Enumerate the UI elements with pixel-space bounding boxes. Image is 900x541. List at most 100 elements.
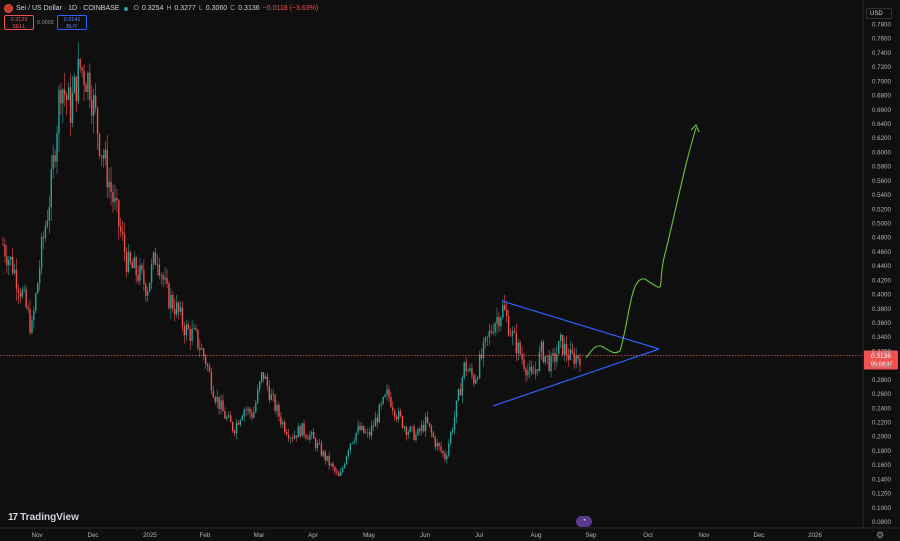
candle-body (100, 155, 103, 156)
candle-body (141, 265, 143, 271)
buy-button[interactable]: 0.3141 BUY (57, 15, 87, 30)
sell-button[interactable]: 0.3139 SELL (4, 15, 34, 30)
candle-body (29, 309, 31, 333)
candle-body (390, 396, 392, 408)
candle-body (523, 359, 525, 369)
candle-body (145, 284, 147, 296)
candle-body (407, 432, 409, 435)
candle-body (10, 256, 12, 260)
candle-body (295, 435, 298, 438)
candle-body (185, 324, 188, 336)
candle-body (282, 422, 284, 425)
candle-body (299, 426, 301, 437)
candle-body (233, 430, 236, 434)
y-tick-label: 0.2200 (872, 420, 891, 427)
candle-body (268, 386, 271, 401)
candle-body (108, 181, 110, 188)
x-tick-label: 2026 (808, 532, 822, 539)
y-tick-label: 0.4400 (872, 263, 891, 270)
candle-body (270, 394, 272, 401)
candle-body (517, 342, 519, 354)
candle-body (278, 405, 280, 417)
candle-body (280, 416, 282, 425)
candle-body (496, 316, 498, 324)
low-value: 0.3060 (205, 5, 228, 12)
candle-body (415, 434, 417, 440)
candle-body (571, 349, 573, 353)
candle-body (220, 400, 222, 409)
candle-body (573, 352, 575, 365)
currency-selector[interactable]: USD (866, 8, 892, 19)
candle-body (351, 442, 353, 444)
candle-body (114, 198, 116, 202)
candle-body (112, 191, 114, 202)
candle-body (534, 369, 537, 374)
candle-body (201, 348, 203, 350)
tradingview-wordmark: TradingView (20, 512, 79, 523)
candle-body (318, 443, 321, 444)
candle-body (8, 259, 10, 266)
candle-body (527, 370, 529, 376)
candle-body (75, 76, 78, 102)
candle-body (399, 411, 402, 416)
candle-body (397, 411, 400, 420)
y-tick-label: 0.6800 (872, 93, 891, 100)
candle-body (367, 431, 369, 433)
candle-body (531, 366, 533, 374)
tradingview-logo[interactable]: 17 TradingView (8, 512, 79, 523)
candle-body (322, 451, 325, 456)
candle-body (376, 417, 379, 423)
candle-body (67, 87, 70, 100)
candle-body (291, 438, 294, 439)
candle-body (540, 341, 543, 352)
candle-body (179, 307, 182, 312)
candle-body (50, 169, 52, 208)
candle-body (473, 375, 475, 384)
x-tick-label: Nov (31, 532, 43, 539)
y-tick-label: 0.0800 (872, 519, 891, 526)
y-tick-label: 0.7200 (872, 64, 891, 71)
candle-body (440, 446, 442, 452)
candle-body (206, 364, 209, 367)
candle-body (189, 329, 191, 341)
gear-icon[interactable]: ⚙ (876, 530, 885, 540)
candle-body (365, 432, 367, 434)
price-tag-countdown: 06:04:37 (871, 361, 892, 367)
candle-body (324, 451, 326, 461)
y-tick-label: 0.1800 (872, 448, 891, 455)
candle-body (147, 291, 149, 296)
price-tag-price: 0.3136 (871, 353, 891, 360)
candle-body (253, 411, 255, 418)
close-value: 0.3136 (238, 5, 260, 12)
candle-body (139, 265, 141, 281)
candle-body (266, 376, 269, 387)
candle-body (264, 376, 267, 379)
candle-body (181, 307, 184, 327)
candle-body (25, 289, 27, 308)
candle-body (21, 289, 23, 297)
candle-body (424, 416, 427, 432)
candle-body (336, 471, 338, 473)
candle-body (89, 72, 91, 101)
candle-body (197, 329, 199, 348)
candle-body (54, 155, 56, 162)
symbol-title[interactable]: Sei / US Dollar · 1D · COINBASE (16, 5, 120, 12)
candle-body (247, 408, 249, 411)
y-tick-label: 0.6000 (872, 149, 891, 156)
candle-body (212, 390, 215, 398)
candle-body (23, 289, 25, 290)
candle-body (575, 355, 577, 365)
candle-body (482, 341, 485, 359)
open-label: O (133, 5, 139, 12)
candle-body (35, 293, 37, 311)
candle-body (152, 252, 155, 265)
candle-body (430, 426, 433, 433)
candle-body (355, 432, 357, 442)
candle-body (511, 330, 514, 336)
candle-body (459, 389, 462, 396)
candle-body (272, 394, 274, 396)
candle-body (515, 332, 518, 354)
event-icon[interactable]: ◔ (576, 516, 592, 527)
y-tick-label: 0.3600 (872, 320, 891, 327)
